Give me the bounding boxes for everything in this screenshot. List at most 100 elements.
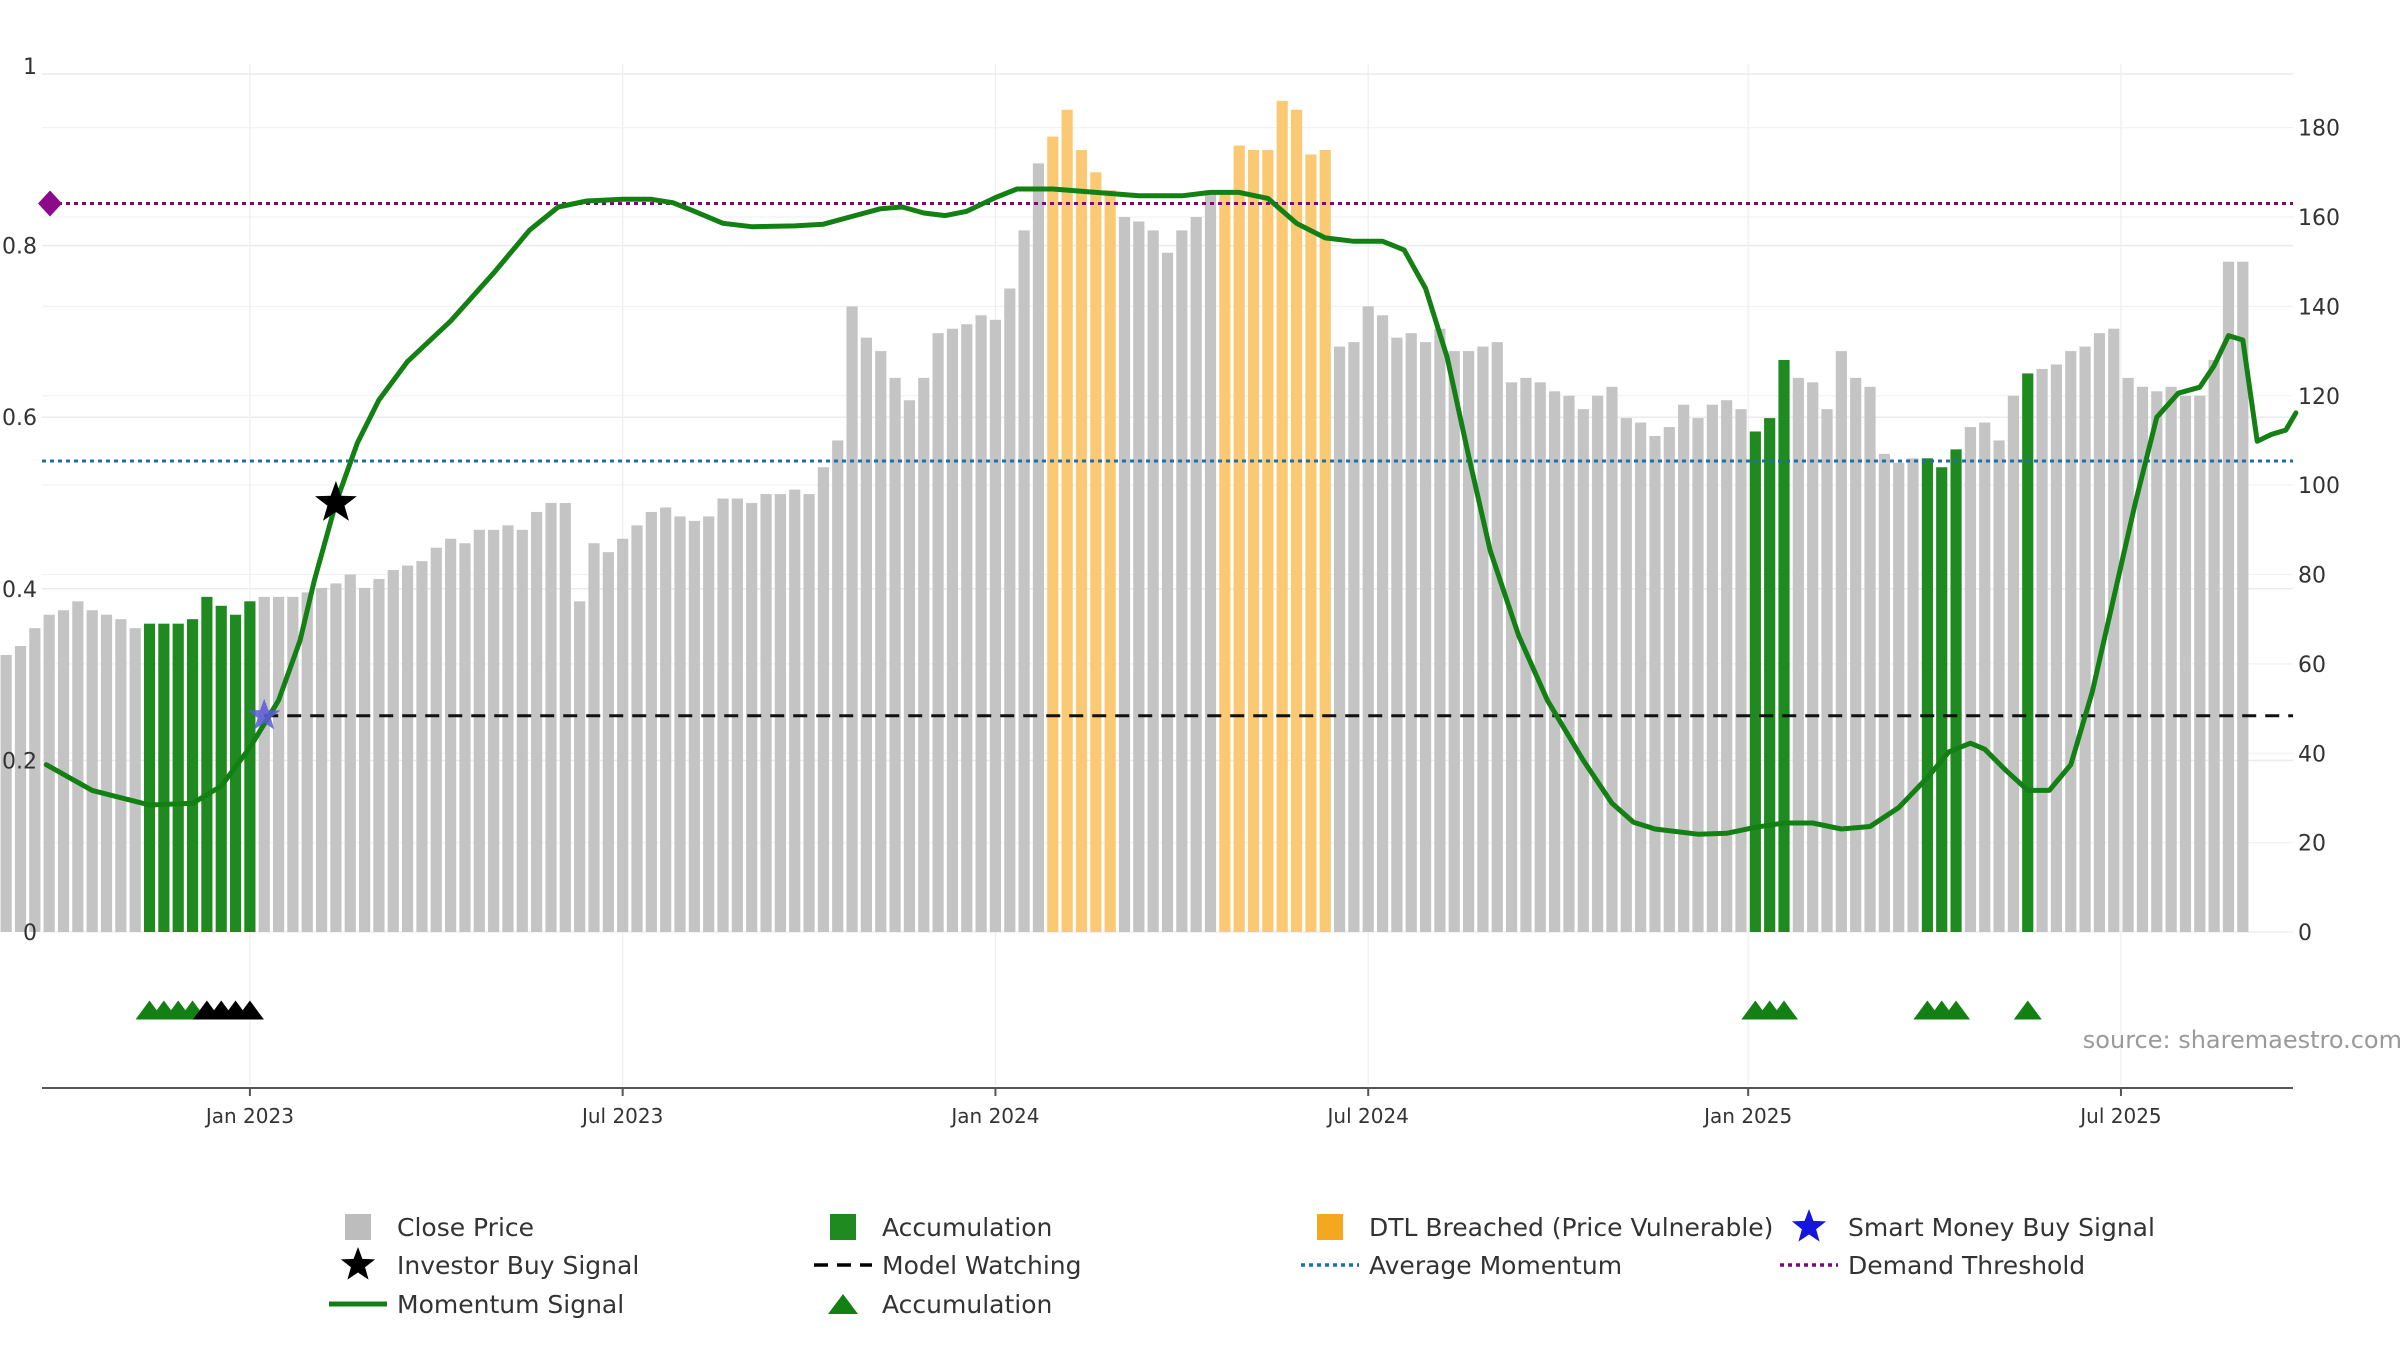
close-price-bar: [1706, 404, 1718, 932]
close-price-bar: [1577, 409, 1589, 932]
axes: 0 0.2 0.4 0.6 0.8 1 0 20 40 60 80 100 120 140 160 180 Ja…: [2, 55, 2340, 1128]
legend-item: Model Watching: [810, 1246, 1082, 1284]
close-price-bar: [1118, 217, 1131, 932]
close-price-bar: [1004, 288, 1016, 932]
close-price-bar: [903, 400, 916, 932]
close-price-bar: [1448, 351, 1460, 932]
close-price-bar: [1434, 328, 1446, 932]
accumulation-bar: [1921, 458, 1933, 932]
left-tick-label: 0.8: [2, 235, 37, 260]
close-price-bar: [1807, 382, 1819, 932]
green-square-icon: [810, 1208, 876, 1246]
legend-item: Smart Money Buy Signal: [1776, 1208, 2155, 1246]
right-tick-label: 0: [2298, 921, 2312, 946]
legend-item: Investor Buy Signal: [325, 1246, 639, 1284]
momentum-signal-line: [43, 186, 2299, 837]
close-price-bar: [502, 525, 514, 932]
dtl-breached-bar: [1233, 145, 1245, 932]
close-price-bar: [373, 578, 385, 932]
source-credit: source: sharemaestro.com: [2083, 1026, 2400, 1054]
close-price-bar: [387, 570, 399, 932]
legend: Close Price Accumulation DTL Breached (Pri…: [0, 1208, 2400, 1338]
right-tick-label: 60: [2298, 653, 2326, 678]
close-price-bar: [1549, 391, 1561, 932]
close-price-bar: [1491, 342, 1503, 932]
legend-item: DTL Breached (Price Vulnerable): [1297, 1208, 1773, 1246]
close-price-bar: [1878, 453, 1890, 932]
close-price-bar: [1592, 395, 1604, 932]
close-price-bar: [1721, 400, 1733, 932]
close-price-bar: [2007, 395, 2020, 932]
close-price-bar: [1161, 252, 1174, 932]
legend-label: Momentum Signal: [397, 1289, 625, 1319]
close-price-bar: [559, 503, 571, 932]
close-price-bar: [2093, 333, 2106, 932]
close-price-bar: [889, 377, 901, 932]
close-price-bar: [2194, 395, 2206, 932]
accumulation-bar: [1764, 418, 1776, 932]
close-price-bar: [1419, 342, 1432, 932]
close-price-bar: [2222, 261, 2235, 932]
close-price-bar: [645, 511, 657, 932]
left-tick-label: 0.2: [2, 749, 37, 774]
line-green-icon: [325, 1285, 391, 1323]
close-price-bar: [2208, 360, 2220, 932]
close-price-bar: [1893, 462, 1905, 932]
accumulation-bar: [215, 605, 227, 932]
dotted-line-blue-icon: [1297, 1246, 1363, 1284]
dtl-breached-bar: [1219, 190, 1231, 932]
x-tick-label: Jan 2023: [204, 1104, 294, 1128]
dtl-breached-bar: [1075, 149, 1088, 932]
close-price-bar: [803, 494, 815, 932]
close-price-bar: [1964, 427, 1976, 932]
close-price-bar: [2065, 351, 2077, 932]
close-price-bar: [57, 610, 70, 932]
close-price-bar: [2136, 386, 2149, 932]
accumulation-bar: [229, 614, 242, 932]
close-price-bar: [817, 467, 829, 932]
left-tick-label: 0.6: [2, 406, 37, 431]
close-price-bar: [1993, 440, 2005, 932]
close-price-bar: [1864, 386, 1876, 932]
close-price-bar: [932, 333, 944, 932]
close-price-bar: [846, 306, 858, 932]
close-price-bar: [1348, 342, 1360, 932]
lower-marker-panel: [135, 1000, 2042, 1020]
close-price-bar: [1176, 230, 1188, 932]
smart-money-buy-star: [248, 698, 281, 730]
close-price-bar: [774, 494, 786, 932]
accumulation-bar: [172, 623, 184, 932]
dtl-breached-bar: [1047, 136, 1059, 932]
close-price-bar: [430, 547, 442, 932]
legend-item: Average Momentum: [1297, 1246, 1622, 1284]
close-price-bar: [746, 503, 758, 932]
black-star-icon: [325, 1246, 391, 1284]
right-tick-label: 160: [2298, 206, 2340, 231]
reference-lines: [38, 190, 2293, 718]
x-tick-label: Jan 2024: [949, 1104, 1039, 1128]
close-price-bar: [129, 628, 141, 932]
accumulation-bar: [1936, 467, 1948, 932]
close-price-bar: [272, 596, 285, 932]
close-price-bar: [1606, 386, 1618, 932]
close-price-bar: [1534, 382, 1546, 932]
momentum-signal-path: [43, 186, 2299, 837]
legend-item: Close Price: [325, 1208, 534, 1246]
close-price-bar: [29, 628, 41, 932]
close-price-bar: [1333, 346, 1346, 932]
close-price-bar: [2165, 386, 2177, 932]
close-price-bar: [602, 552, 614, 932]
close-price-bar: [1850, 377, 1862, 932]
close-price-bar: [258, 596, 270, 932]
close-price-bar: [531, 511, 543, 932]
accumulation-bar: [1749, 431, 1761, 932]
demand-threshold-marker: [38, 190, 62, 217]
accumulation-bar: [143, 623, 156, 932]
close-price-bar: [2237, 261, 2249, 932]
close-price-bar: [717, 498, 729, 932]
blue-star-icon: [1776, 1208, 1842, 1246]
close-price-bar: [1907, 458, 1919, 932]
accumulation-triangle: [2013, 1000, 2042, 1020]
close-price-bar: [43, 614, 55, 932]
green-triangle-icon: [810, 1285, 876, 1323]
